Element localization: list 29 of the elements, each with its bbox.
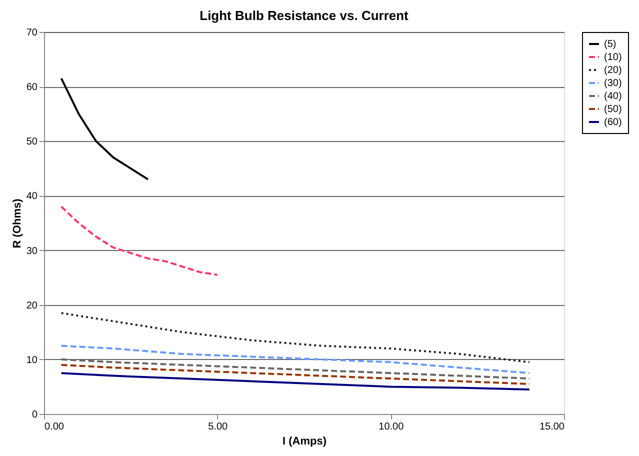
y-tick-label: 10 — [26, 354, 38, 366]
legend-label: (10) — [604, 52, 622, 63]
line-series — [60, 358, 530, 380]
y-axis-title: R (Ohms) — [11, 198, 24, 248]
line-series — [60, 206, 218, 276]
legend-label: (5) — [604, 39, 616, 50]
y-tick-label: 50 — [26, 136, 38, 148]
x-axis-title: I (Amps) — [282, 436, 327, 448]
x-tick-label: 15.00 — [539, 422, 565, 432]
legend-label: (20) — [604, 65, 622, 76]
y-tick-label: 70 — [26, 28, 38, 38]
chart-title: Light Bulb Resistance vs. Current — [200, 8, 410, 23]
line-series — [60, 312, 530, 364]
line-series — [60, 77, 149, 180]
y-tick-label: 40 — [26, 191, 38, 202]
line-series — [60, 372, 530, 390]
line-series — [60, 344, 530, 374]
line-series — [60, 364, 530, 385]
y-tick-label: 30 — [26, 246, 38, 257]
legend-label: (50) — [604, 104, 622, 115]
x-tick-label: 0.00 — [44, 422, 64, 432]
y-tick-label: 60 — [26, 82, 38, 94]
y-tick-label: 20 — [26, 300, 38, 312]
legend-label: (40) — [604, 91, 622, 102]
y-tick-label: 0 — [32, 410, 38, 420]
legend-label: (30) — [604, 78, 622, 89]
legend-label: (60) — [604, 117, 622, 128]
x-tick-label: 5.00 — [208, 422, 228, 432]
x-tick-label: 10.00 — [378, 422, 404, 432]
